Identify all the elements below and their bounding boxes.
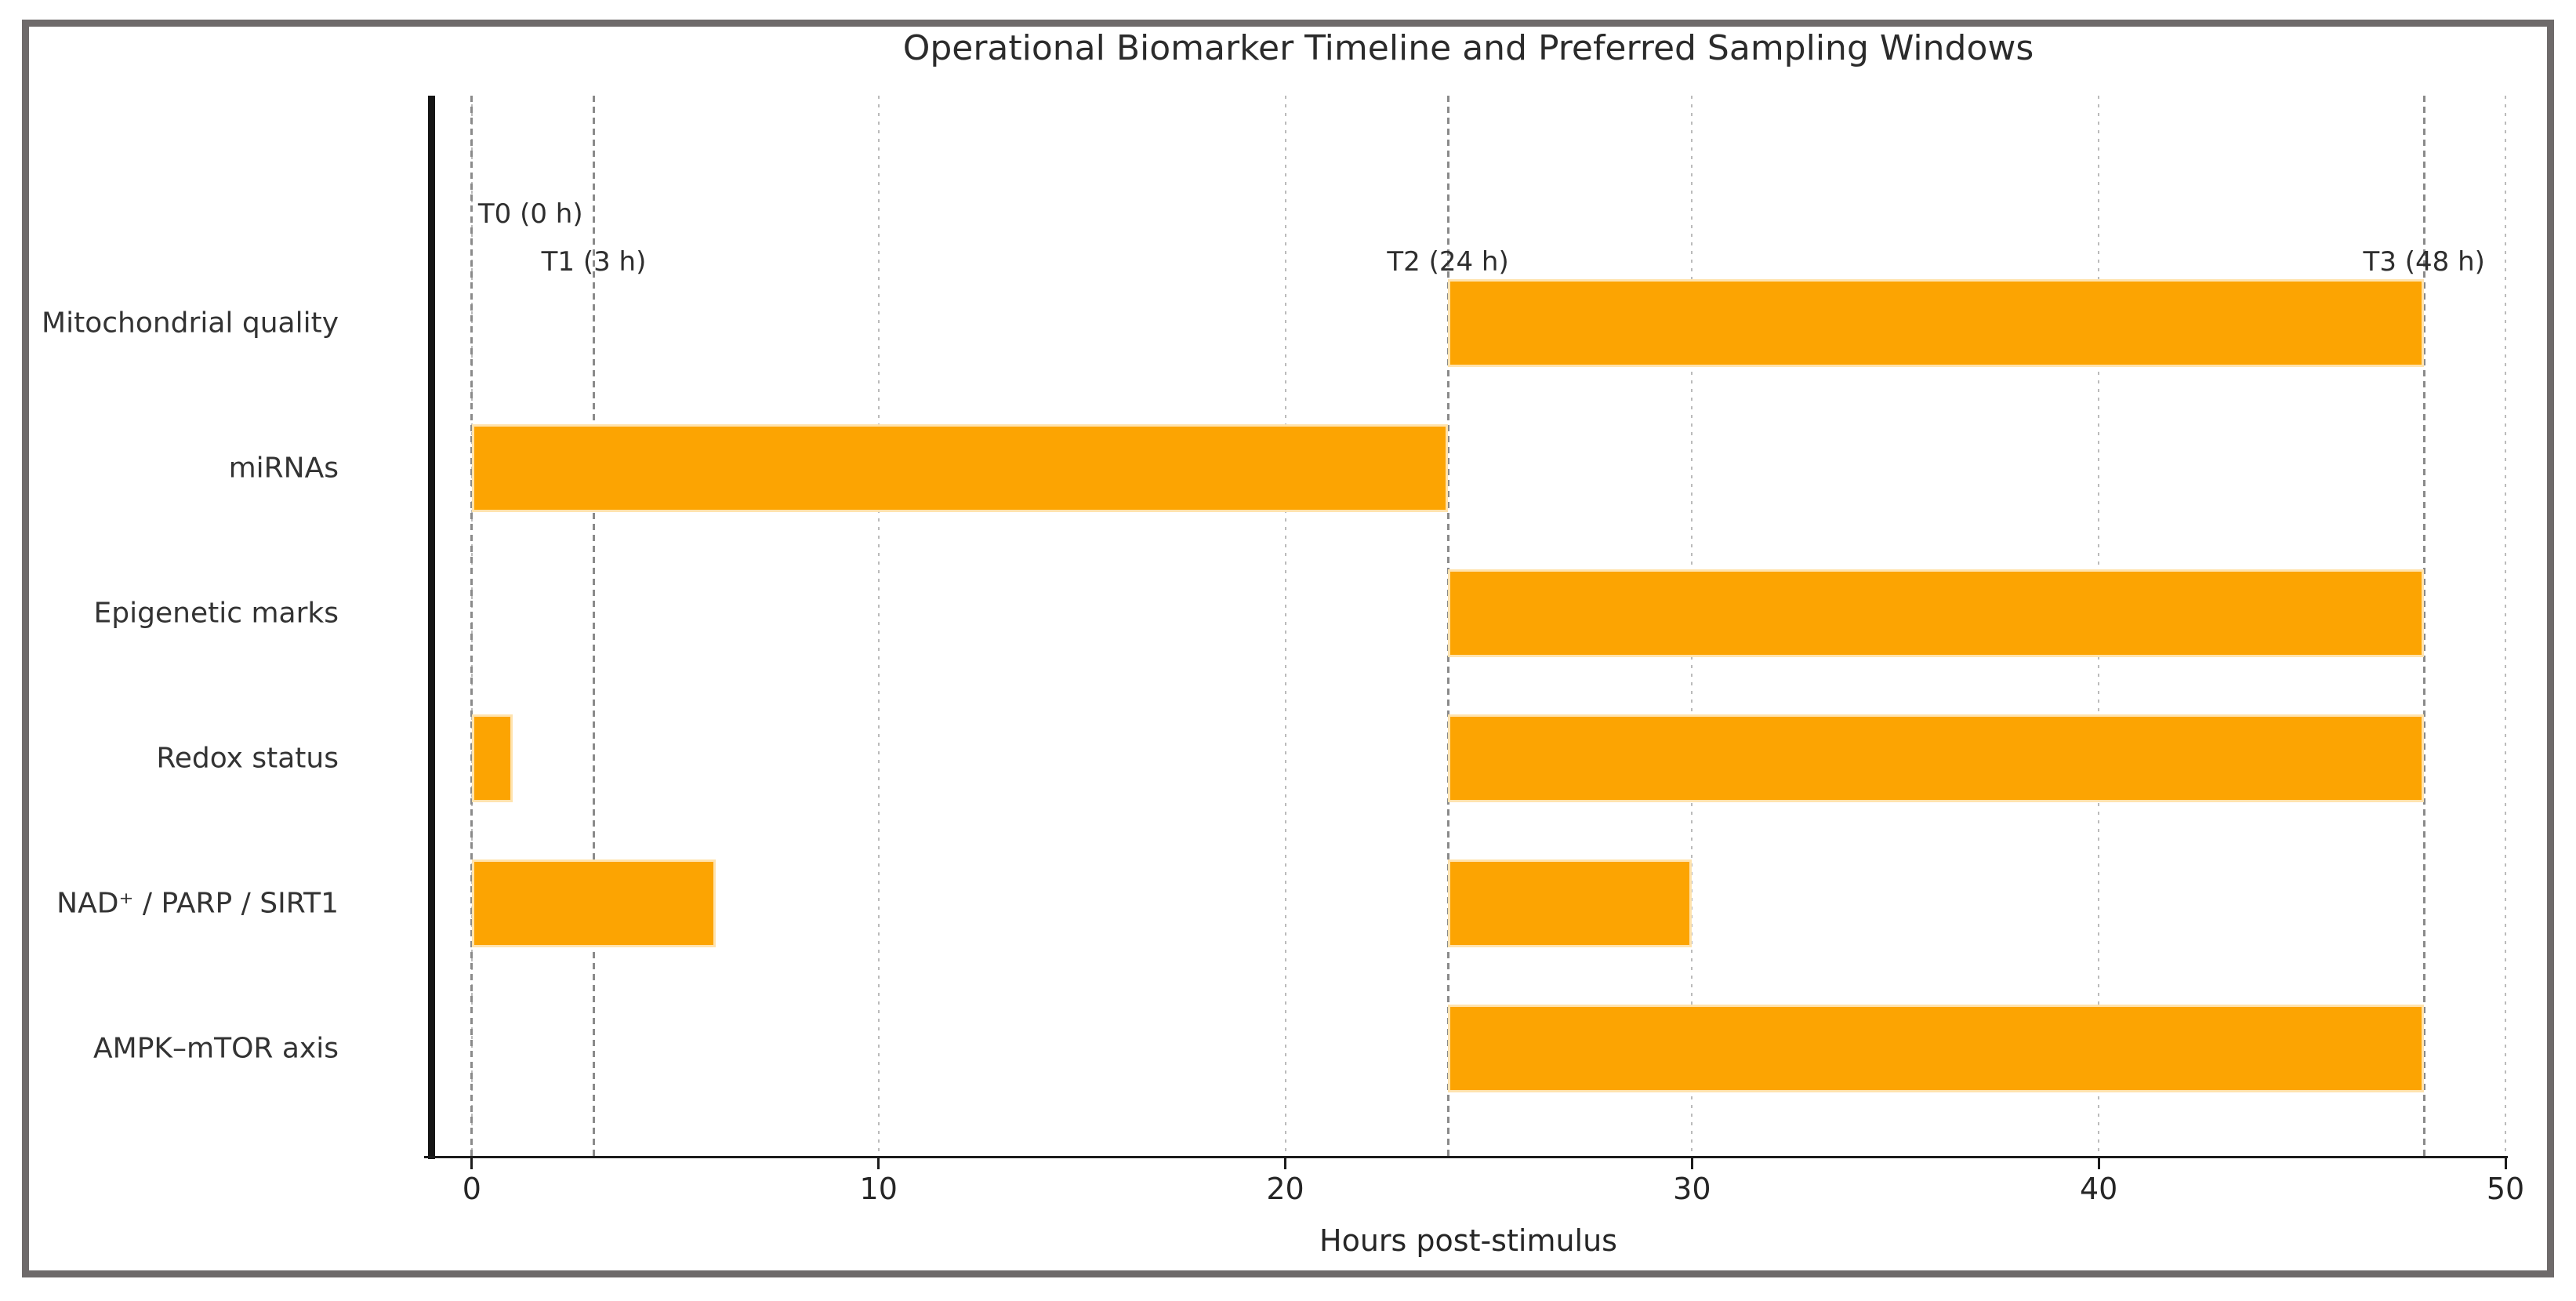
sampling-window-bar	[1448, 569, 2425, 657]
y-axis-spine	[428, 96, 435, 1159]
x-grid-line	[877, 96, 880, 1158]
x-grid-line	[1284, 96, 1286, 1158]
x-tick-mark	[470, 1158, 473, 1169]
t-marker-label: T2 (24 h)	[1387, 246, 1509, 278]
sampling-window-bar	[1448, 1005, 2425, 1092]
x-tick-mark	[1284, 1158, 1287, 1169]
t-marker-label: T1 (3 h)	[541, 246, 647, 278]
x-tick-label: 20	[1266, 1172, 1304, 1206]
x-tick-mark	[2097, 1158, 2100, 1169]
x-tick-label: 30	[1673, 1172, 1711, 1206]
category-label: Epigenetic marks	[93, 597, 339, 630]
t-marker-line	[470, 96, 473, 1158]
x-tick-mark	[877, 1158, 880, 1169]
t-marker-line	[2422, 96, 2425, 1158]
x-axis-label: Hours post-stimulus	[1319, 1223, 1617, 1258]
x-tick-mark	[1690, 1158, 1693, 1169]
sampling-window-bar	[1448, 279, 2425, 367]
plot-area: 0 10 20 30 40 50 T0 (0 h) T1 (3 h) T2 (24 h) T3 (…	[424, 96, 2524, 1206]
sampling-window-bar	[1448, 859, 1693, 947]
sampling-window-bar	[471, 714, 513, 802]
figure-border	[22, 20, 2554, 1277]
y-axis-labels: Mitochondrial quality miRNAs Epigenetic ma…	[0, 96, 339, 1158]
x-grid-line	[2505, 96, 2506, 1158]
category-label: Redox status	[156, 742, 339, 775]
t-marker-line	[593, 96, 596, 1158]
sampling-window-bar	[1448, 714, 2425, 802]
t-marker-label: T3 (48 h)	[2363, 246, 2485, 278]
sampling-window-bar	[471, 424, 1449, 512]
sampling-window-bar	[471, 859, 717, 947]
x-tick-label: 50	[2486, 1172, 2525, 1206]
category-label: Mitochondrial quality	[42, 307, 339, 340]
x-axis-spine	[424, 1156, 2508, 1158]
t-marker-label: T0 (0 h)	[477, 198, 583, 230]
x-tick-label: 40	[2079, 1172, 2118, 1206]
category-label: NAD⁺ / PARP / SIRT1	[56, 887, 339, 920]
category-label: miRNAs	[228, 452, 339, 485]
chart-title: Operational Biomarker Timeline and Prefe…	[902, 28, 2034, 68]
category-label: AMPK–mTOR axis	[93, 1032, 339, 1065]
x-tick-label: 10	[859, 1172, 898, 1206]
x-tick-mark	[2504, 1158, 2507, 1169]
x-tick-label: 0	[462, 1172, 481, 1206]
